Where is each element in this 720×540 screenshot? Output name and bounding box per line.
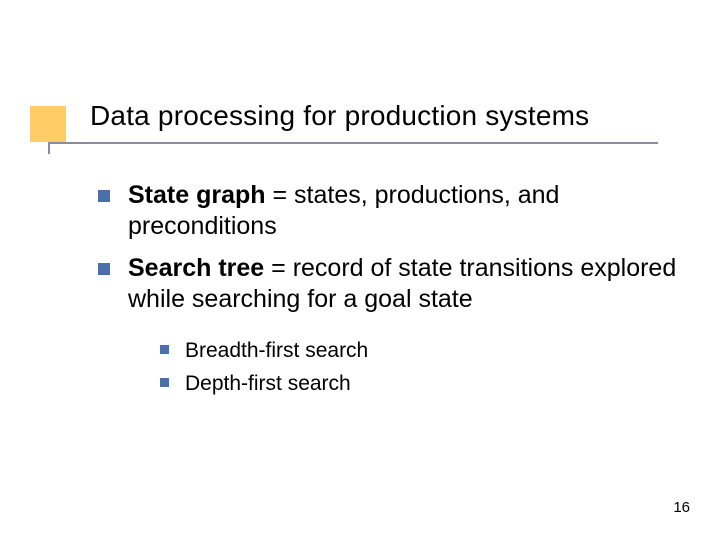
bullet-text: Search tree = record of state transition… <box>128 253 678 316</box>
list-item: Depth-first search <box>160 370 678 397</box>
square-bullet-icon <box>98 190 110 202</box>
square-bullet-icon <box>160 378 169 387</box>
slide-title: Data processing for production systems <box>90 100 589 132</box>
title-underline-tick <box>48 142 50 154</box>
slide-body: State graph = states, productions, and p… <box>98 180 678 404</box>
title-underline <box>48 142 658 144</box>
slide: Data processing for production systems S… <box>0 0 720 540</box>
list-item: Breadth-first search <box>160 337 678 364</box>
bullet-bold: Search tree <box>128 254 264 282</box>
square-bullet-icon <box>160 345 169 354</box>
bullet-bold: State graph <box>128 181 266 209</box>
sub-bullet-text: Breadth-first search <box>185 337 368 364</box>
list-item: State graph = states, productions, and p… <box>98 180 678 243</box>
square-bullet-icon <box>98 263 110 275</box>
sub-bullet-text: Depth-first search <box>185 370 351 397</box>
sub-list: Breadth-first search Depth-first search <box>160 337 678 398</box>
page-number: 16 <box>673 499 690 516</box>
list-item: Search tree = record of state transition… <box>98 253 678 316</box>
accent-square-icon <box>30 106 66 142</box>
bullet-text: State graph = states, productions, and p… <box>128 180 678 243</box>
